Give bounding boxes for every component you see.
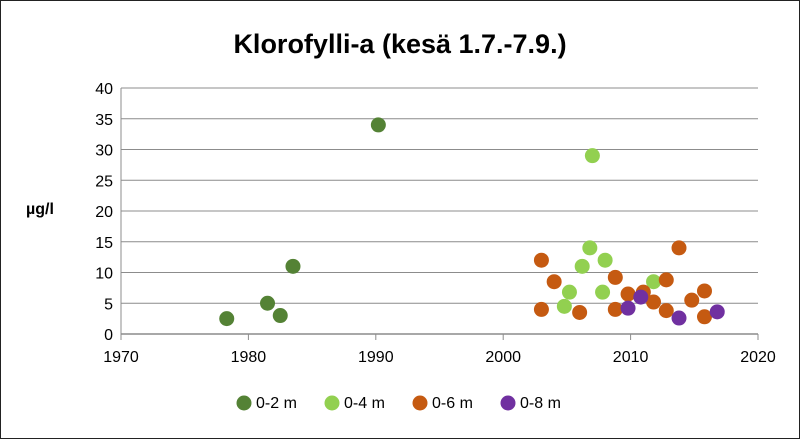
data-point-0-6m — [658, 303, 674, 319]
x-tick-label: 1970 — [103, 349, 139, 366]
data-point-0-6m — [671, 240, 687, 256]
y-tick-label: 10 — [95, 266, 113, 283]
data-point-0-6m — [684, 292, 700, 308]
legend-label: 0-8 m — [520, 395, 561, 412]
data-point-0-6m — [533, 252, 549, 268]
data-point-0-6m — [546, 274, 562, 290]
data-point-0-4m — [582, 240, 598, 256]
data-point-0-8m — [633, 289, 649, 305]
y-tick-label: 40 — [95, 81, 113, 98]
data-point-0-6m — [646, 294, 662, 310]
data-point-0-6m — [620, 286, 636, 302]
data-point-0-6m — [533, 301, 549, 317]
data-point-0-2m — [219, 311, 235, 327]
data-point-0-2m — [285, 258, 301, 274]
y-tick-label: 25 — [95, 173, 113, 190]
data-point-0-4m — [595, 284, 611, 300]
gridlines — [121, 87, 758, 304]
data-point-0-8m — [620, 300, 636, 316]
axes — [120, 88, 759, 340]
y-tick-labels: 0 5 10 15 20 25 30 35 40 — [95, 81, 113, 344]
legend-marker — [324, 395, 340, 411]
legend-label: 0-4 m — [344, 395, 385, 412]
data-point-0-4m — [584, 148, 600, 164]
data-point-0-6m — [607, 301, 623, 317]
data-point-0-4m — [574, 258, 590, 274]
data-point-0-6m — [696, 309, 712, 325]
legend-marker — [412, 395, 428, 411]
data-point-0-4m — [597, 252, 613, 268]
data-point-0-2m — [260, 295, 276, 311]
x-tick-label: 1980 — [231, 349, 267, 366]
y-tick-label: 20 — [95, 204, 113, 221]
x-tick-label: 1990 — [358, 349, 394, 366]
x-tick-label: 2000 — [485, 349, 521, 366]
y-tick-label: 15 — [95, 235, 113, 252]
data-point-0-8m — [709, 304, 725, 320]
data-point-0-2m — [272, 308, 288, 324]
data-point-0-6m — [658, 272, 674, 288]
data-point-0-4m — [561, 284, 577, 300]
legend-label: 0-2 m — [256, 395, 297, 412]
chart-title: Klorofylli-a (kesä 1.7.-7.9.) — [233, 29, 566, 59]
x-tick-label: 2010 — [613, 349, 649, 366]
legend: 0-2 m 0-4 m 0-6 m 0-8 m — [236, 395, 561, 412]
x-tick-label: 2020 — [740, 349, 776, 366]
y-tick-label: 35 — [95, 112, 113, 129]
legend-marker — [236, 395, 252, 411]
data-point-0-6m — [572, 304, 588, 320]
x-tick-labels: 1970 1980 1990 2000 2010 2020 — [103, 349, 776, 366]
y-tick-label: 0 — [104, 327, 113, 344]
legend-label: 0-6 m — [432, 395, 473, 412]
data-point-0-4m — [646, 274, 662, 290]
data-point-0-2m — [370, 117, 386, 133]
data-point-0-4m — [556, 298, 572, 314]
y-axis-label: µg/l — [26, 201, 54, 218]
data-point-0-6m — [607, 269, 623, 285]
legend-marker — [500, 395, 516, 411]
data-points — [219, 117, 725, 327]
data-point-0-6m — [696, 283, 712, 299]
y-tick-label: 5 — [104, 296, 113, 313]
y-tick-label: 30 — [95, 143, 113, 160]
data-point-0-8m — [671, 310, 687, 326]
